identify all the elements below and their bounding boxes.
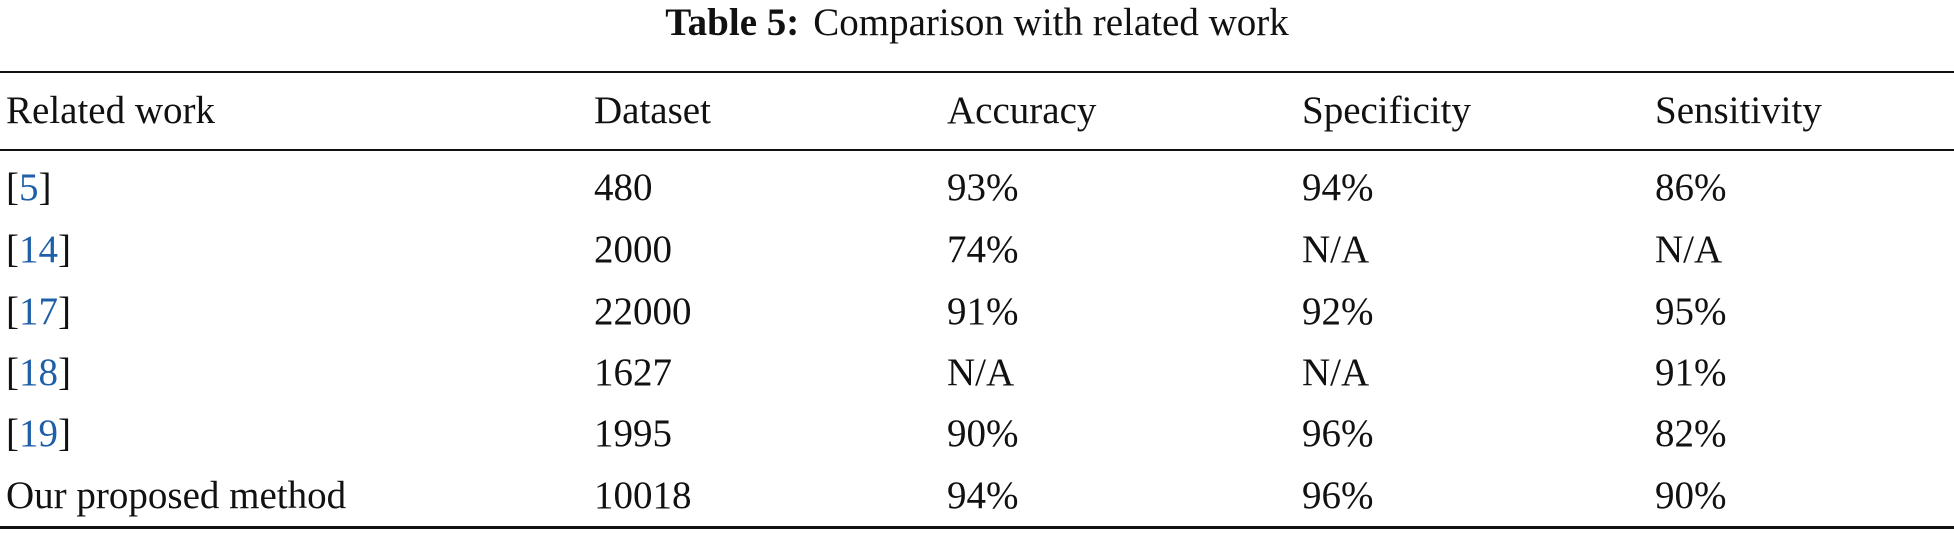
table-cell: 91% xyxy=(947,290,1019,333)
table-cell: Our proposed method xyxy=(6,474,347,517)
table-cell: 480 xyxy=(594,166,653,209)
table-cell: 91% xyxy=(1655,351,1727,394)
table-caption: Table 5: Comparison with related work xyxy=(0,0,1954,46)
table-cell: 1627 xyxy=(594,351,672,394)
table-cell: 2000 xyxy=(594,228,672,271)
header-cell: Dataset xyxy=(594,89,711,132)
citation-link[interactable]: 14 xyxy=(19,228,58,271)
table-cell: [17] xyxy=(6,290,71,333)
table-cell: N/A xyxy=(1302,228,1370,271)
caption-label: Table 5: xyxy=(665,1,800,44)
table-cell: 86% xyxy=(1655,166,1727,209)
table-cell: 96% xyxy=(1302,474,1374,517)
table-cell: [5] xyxy=(6,166,52,209)
table-cell: N/A xyxy=(1302,351,1370,394)
table-cell: 90% xyxy=(1655,474,1727,517)
table-cell: 92% xyxy=(1302,290,1374,333)
table-cell: [18] xyxy=(6,351,71,394)
table-cell: [19] xyxy=(6,412,71,455)
table-cell: 82% xyxy=(1655,412,1727,455)
citation-link[interactable]: 19 xyxy=(19,412,58,455)
bottom-rule xyxy=(0,526,1954,529)
table-cell: 1995 xyxy=(594,412,672,455)
top-rule xyxy=(0,71,1954,73)
header-cell: Specificity xyxy=(1302,89,1471,132)
table-cell: [14] xyxy=(6,228,71,271)
citation-link[interactable]: 18 xyxy=(19,351,58,394)
table-cell: 90% xyxy=(947,412,1019,455)
table-cell: 96% xyxy=(1302,412,1374,455)
header-cell: Related work xyxy=(6,89,216,132)
table-cell: 22000 xyxy=(594,290,692,333)
caption-title: Comparison with related work xyxy=(813,1,1289,44)
table-cell: 94% xyxy=(947,474,1019,517)
table-cell: 93% xyxy=(947,166,1019,209)
citation-link[interactable]: 5 xyxy=(19,166,39,209)
table-cell: N/A xyxy=(947,351,1015,394)
table-cell: 94% xyxy=(1302,166,1374,209)
table-cell: 95% xyxy=(1655,290,1727,333)
header-cell: Sensitivity xyxy=(1655,89,1822,132)
table-cell: N/A xyxy=(1655,228,1723,271)
table-cell: 74% xyxy=(947,228,1019,271)
header-cell: Accuracy xyxy=(947,89,1097,132)
header-rule xyxy=(0,149,1954,151)
citation-link[interactable]: 17 xyxy=(19,290,58,333)
table-cell: 10018 xyxy=(594,474,692,517)
